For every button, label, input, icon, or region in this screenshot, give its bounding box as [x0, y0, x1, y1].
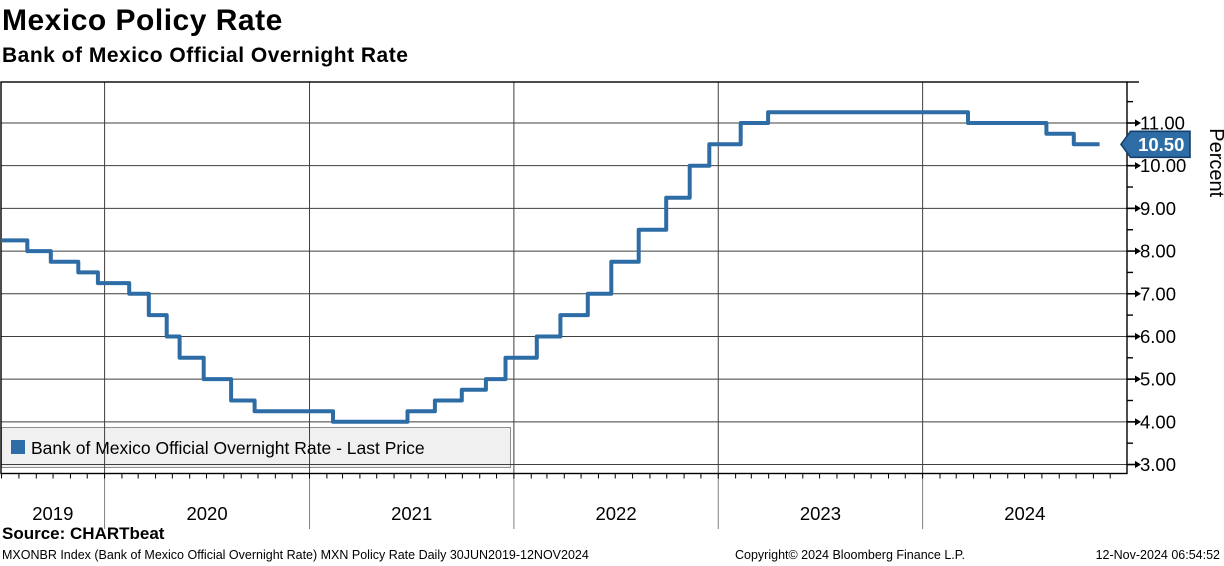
last-price-badge	[1120, 130, 1191, 159]
y-axis-label: 3.00	[1140, 454, 1176, 475]
x-axis-year-label: 2023	[800, 503, 841, 524]
policy-rate-line[interactable]	[1, 110, 1100, 424]
y-axis-tick-arrow-icon	[1135, 460, 1141, 469]
x-axis-year-label: 2021	[391, 503, 432, 524]
y-axis-tick-arrow-icon	[1135, 332, 1141, 341]
y-axis-label: 9.00	[1140, 198, 1176, 219]
y-axis-label: 4.00	[1140, 411, 1176, 432]
y-axis-tick-arrow-icon	[1135, 290, 1141, 298]
y-axis-title: Percent	[1205, 128, 1224, 197]
x-axis-year-label: 2022	[595, 503, 636, 524]
y-axis-tick-arrow-icon	[1135, 247, 1141, 255]
footer-copyright: Copyright© 2024 Bloomberg Finance L.P.	[735, 548, 965, 562]
y-axis-label: 6.00	[1140, 326, 1176, 347]
y-axis-label: 7.00	[1140, 283, 1176, 304]
y-axis-label: 5.00	[1140, 369, 1176, 390]
plot-border	[0, 81, 1128, 475]
y-axis-tick-arrow-icon	[1135, 119, 1141, 127]
y-axis-tick-arrow-icon	[1135, 375, 1141, 383]
y-axis-label: 11.00	[1140, 112, 1185, 133]
y-axis-tick-arrow-icon	[1135, 418, 1141, 426]
footer-ticker-info: MXONBR Index (Bank of Mexico Official Ov…	[2, 548, 589, 562]
legend-marker-icon	[11, 440, 25, 454]
x-axis-year-label: 2020	[186, 503, 227, 524]
y-axis-tick-arrow-icon	[1135, 204, 1141, 212]
source-label: Source: CHARTbeat	[2, 524, 165, 543]
footer-timestamp: 12-Nov-2024 06:54:52	[1095, 548, 1220, 562]
y-axis-label: 8.00	[1140, 241, 1176, 262]
x-axis-year-label: 2024	[1004, 503, 1045, 524]
last-price-value: 10.50	[1138, 134, 1184, 155]
x-axis-year-label: 2019	[32, 503, 73, 524]
y-axis-tick-arrow-icon	[1135, 162, 1141, 170]
page-subtitle: Bank of Mexico Official Overnight Rate	[2, 44, 409, 67]
page-title: Mexico Policy Rate	[2, 4, 283, 37]
legend-label: Bank of Mexico Official Overnight Rate -…	[31, 438, 425, 458]
y-axis-label: 10.00	[1140, 155, 1186, 176]
legend-box[interactable]	[1, 427, 511, 468]
